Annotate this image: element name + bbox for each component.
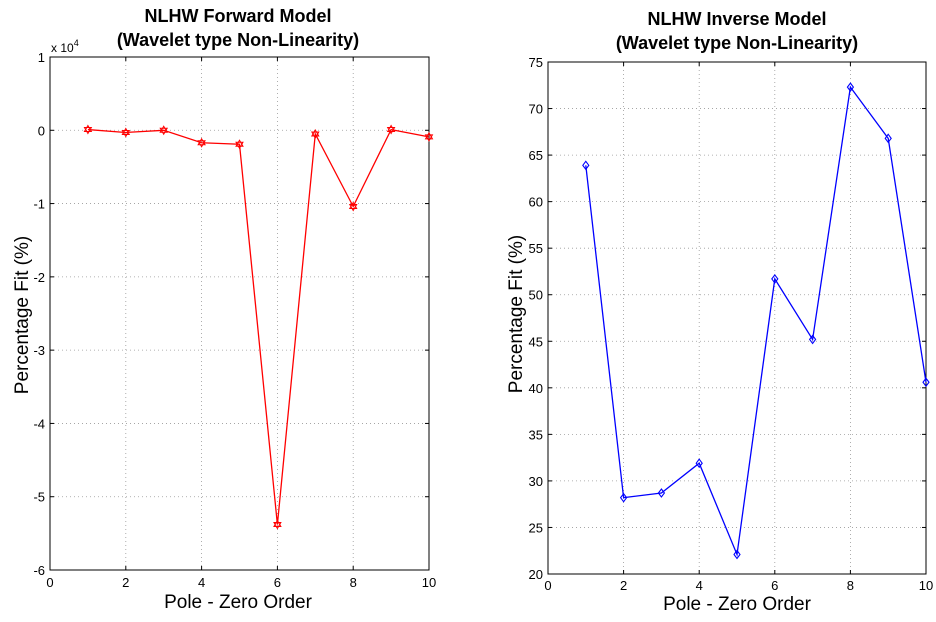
- x-tick-label: 6: [771, 578, 778, 593]
- y-tick-label: -5: [33, 490, 45, 505]
- data-point: [619, 492, 628, 503]
- y-multiplier-exponent: 4: [74, 38, 79, 48]
- data-point-triangle: [197, 137, 206, 146]
- data-point-triangle: [159, 125, 169, 133]
- data-point-triangle: [424, 131, 434, 140]
- x-tick-label: 10: [919, 578, 933, 593]
- plot-frame: [49, 56, 430, 571]
- y-multiplier: x 104: [51, 38, 79, 55]
- data-point-triangle: [159, 127, 169, 136]
- data-point: [846, 82, 855, 93]
- y-axis-label: Percentage Fit (%): [12, 236, 33, 394]
- x-tick-label: 10: [422, 575, 436, 590]
- data-point-triangle: [235, 141, 244, 150]
- data-point-triangle: [348, 201, 358, 209]
- data-point: [348, 201, 358, 212]
- data-point: [197, 137, 206, 148]
- y-tick-label: 50: [529, 288, 543, 303]
- y-tick-label: 40: [529, 381, 543, 396]
- data-point-triangle: [235, 139, 244, 147]
- data-point: [884, 133, 892, 144]
- y-tick-label: 25: [529, 520, 543, 535]
- data-point-triangle: [310, 128, 320, 137]
- series-line: [585, 85, 927, 557]
- data-point: [922, 377, 930, 388]
- data-point: [386, 124, 396, 135]
- forward-model-chart: NLHW Forward Model (Wavelet type Non-Lin…: [12, 6, 436, 613]
- chart-title-line1: NLHW Inverse Model: [647, 9, 826, 29]
- x-tick-label: 8: [350, 575, 357, 590]
- x-tick-label: 8: [847, 578, 854, 593]
- data-point-triangle: [273, 522, 282, 530]
- data-point: [121, 127, 131, 138]
- y-tick-label: 75: [529, 55, 543, 70]
- y-tick-label: -3: [33, 343, 45, 358]
- y-tick-label: 30: [529, 474, 543, 489]
- x-tick-label: 6: [274, 575, 281, 590]
- data-point-triangle: [310, 131, 320, 139]
- data-point: [310, 128, 320, 139]
- data-point-triangle: [273, 519, 282, 528]
- data-point: [771, 273, 779, 284]
- y-axis-label: Percentage Fit (%): [506, 235, 527, 393]
- data-point: [159, 125, 169, 136]
- data-point-triangle: [121, 129, 131, 138]
- y-tick-label: 60: [529, 195, 543, 210]
- data-point: [83, 124, 93, 135]
- y-tick-label: 20: [529, 567, 543, 582]
- data-point-triangle: [424, 134, 434, 142]
- y-tick-label: -6: [33, 563, 45, 578]
- plot-frame: [547, 61, 927, 575]
- data-point: [657, 488, 666, 498]
- x-tick-label: 0: [46, 575, 53, 590]
- data-point: [695, 458, 703, 469]
- data-point: [424, 131, 434, 142]
- chart-title-line2: (Wavelet type Non-Linearity): [117, 30, 359, 50]
- data-point: [733, 549, 741, 560]
- inverse-model-chart: NLHW Inverse Model (Wavelet type Non-Lin…: [506, 9, 933, 615]
- y-tick-label: 65: [529, 148, 543, 163]
- x-tick-label: 2: [620, 578, 627, 593]
- series-line: [87, 128, 430, 525]
- y-tick-label: 45: [529, 334, 543, 349]
- y-tick-label: 0: [38, 123, 45, 138]
- chart-title-line1: NLHW Forward Model: [145, 6, 332, 26]
- y-tick-label: 70: [529, 102, 543, 117]
- data-point: [273, 519, 282, 530]
- data-point-triangle: [386, 127, 396, 135]
- y-tick-label: 55: [529, 241, 543, 256]
- data-point: [808, 334, 817, 345]
- x-tick-label: 4: [198, 575, 205, 590]
- y-tick-label: 35: [529, 427, 543, 442]
- data-point-triangle: [348, 204, 358, 212]
- data-point-triangle: [121, 127, 131, 135]
- y-multiplier-base: x 10: [51, 41, 74, 55]
- data-point-triangle: [83, 124, 93, 133]
- x-axis-label: Pole - Zero Order: [164, 592, 312, 613]
- y-tick-label: -2: [33, 270, 45, 285]
- y-tick-label: -4: [33, 416, 45, 431]
- y-tick-label: 1: [38, 50, 45, 65]
- chart-title-line2: (Wavelet type Non-Linearity): [616, 33, 858, 53]
- data-point: [235, 139, 244, 150]
- x-tick-label: 4: [696, 578, 703, 593]
- data-point-triangle: [197, 140, 206, 148]
- data-point: [582, 160, 590, 171]
- data-point-triangle: [386, 124, 396, 133]
- y-tick-label: -1: [33, 197, 45, 212]
- x-tick-label: 2: [122, 575, 129, 590]
- data-point-triangle: [83, 127, 93, 135]
- x-tick-label: 0: [544, 578, 551, 593]
- x-axis-label: Pole - Zero Order: [663, 594, 811, 615]
